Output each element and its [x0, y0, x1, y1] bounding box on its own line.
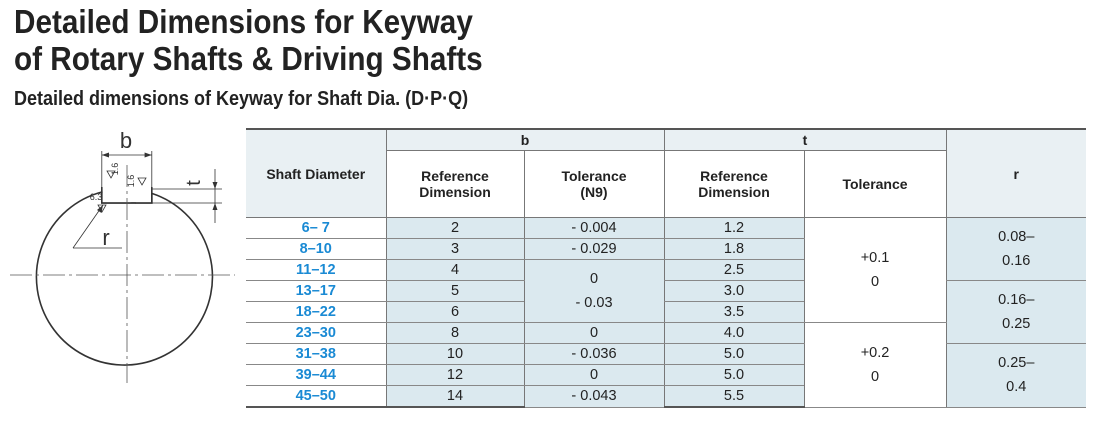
b-tolerance-cell: 0 - 0.036 [523, 322, 664, 365]
b-reference-cell: 10 [385, 343, 524, 365]
r-cell: 0.16– 0.25 [945, 280, 1087, 344]
table-row: 45–50 14 5.5 [246, 385, 1086, 408]
t-reference-cell: 5.0 [663, 364, 804, 386]
t-reference-cell: 2.5 [663, 259, 804, 281]
b-reference-cell: 2 [385, 217, 524, 239]
r-value-to: 0.25 [1002, 316, 1031, 332]
shaft-diameter-cell: 39–44 [246, 364, 386, 386]
r-value-from: 0.08– [998, 229, 1035, 245]
r-value-to: 0.16 [1002, 253, 1031, 269]
b-reference-cell: 14 [385, 385, 524, 408]
t-tolerance-upper: +0.2 [860, 344, 890, 361]
b-tolerance-lower: - 0.036 [571, 346, 617, 362]
table-row: 6– 7 2 - 0.004 - 0.029 1.2 +0.1 0 0.08– 0.1… [246, 217, 1087, 323]
b-reference-cell: 5 [385, 280, 524, 302]
b-tolerance-upper: 0 [524, 365, 664, 387]
t-reference-cell: 1.8 [663, 238, 804, 260]
shaft-diameter-cell: 18–22 [246, 301, 386, 323]
b-tolerance-upper: 0 [589, 271, 599, 287]
col-header-b-tolerance: Tolerance (N9) [523, 150, 664, 218]
group-header-b: b [385, 128, 664, 151]
b-tolerance-label: Tolerance (N9) [561, 168, 627, 200]
t-arrow-bottom [212, 203, 218, 210]
title-line-1: Detailed Dimensions for Keyway [14, 3, 473, 40]
b-tolerance-lower: - 0.043 [571, 388, 617, 405]
b-reference-cell: 8 [385, 322, 524, 344]
t-reference-cell: 5.5 [663, 385, 804, 408]
table-row: 31–38 10 5.0 0.25– 0.4 [246, 343, 1087, 408]
b-tolerance-upper: 0 [524, 323, 664, 344]
b-label: b [120, 128, 132, 153]
keyway-diagram: b t 1.6 1.6 6.3 r [10, 128, 235, 383]
b-tolerance-lower: - 0.029 [571, 241, 617, 257]
t-tolerance-cell: +0.1 0 [803, 217, 947, 323]
b-tolerance-cell: - 0.004 - 0.029 [523, 217, 664, 260]
b-reference-cell: 12 [385, 364, 524, 386]
r-value-to: 0.4 [1006, 379, 1027, 396]
b-reference-cell: 4 [385, 259, 524, 281]
t-reference-label: Reference Dimension [698, 168, 770, 200]
shaft-diameter-cell: 11–12 [246, 259, 386, 281]
group-header-t: t [663, 128, 947, 151]
roughness-value-3: 6.3 [90, 192, 103, 202]
title-line-2: of Rotary Shafts & Driving Shafts [14, 40, 483, 77]
t-tolerance-upper: +0.1 [860, 250, 890, 266]
shaft-diameter-cell: 8–10 [246, 238, 386, 260]
t-reference-cell: 3.0 [663, 280, 804, 302]
keyway-dimensions-table: Shaft Diameter b t r Reference Dimension… [246, 128, 1087, 408]
roughness-symbol-2 [137, 177, 147, 186]
r-value-from: 0.16– [998, 292, 1035, 308]
table-row: 39–44 12 0- 0.043 5.0 [246, 364, 1086, 408]
r-label: r [102, 225, 109, 250]
t-reference-cell: 5.0 [663, 343, 804, 365]
b-reference-label: Reference Dimension [419, 168, 491, 200]
table-row: 8–10 3 1.8 [246, 238, 1086, 260]
b-reference-cell: 3 [385, 238, 524, 260]
table-row: 23–30 8 0 - 0.036 4.0 +0.2 0 [246, 322, 1086, 408]
b-tolerance-cell: 0- 0.043 [523, 364, 664, 408]
roughness-value-1: 1.6 [110, 163, 120, 176]
t-reference-cell: 3.5 [663, 301, 804, 323]
col-header-t-tolerance: Tolerance [803, 150, 947, 218]
b-tolerance-upper: - 0.004 [524, 218, 664, 239]
roughness-value-2: 1.6 [126, 175, 136, 188]
b-reference-cell: 6 [385, 301, 524, 323]
col-header-r: r [945, 128, 1087, 218]
r-cell: 0.08– 0.16 [945, 217, 1087, 281]
roughness-symbol-1 [106, 170, 116, 179]
t-tolerance-cell: +0.2 0 [803, 322, 947, 408]
page-title: Detailed Dimensions for Keyway of Rotary… [14, 3, 483, 77]
shaft-diameter-cell: 13–17 [246, 280, 386, 302]
r-value-from: 0.25– [998, 355, 1035, 372]
shaft-outline [35, 191, 214, 366]
t-reference-cell: 1.2 [663, 217, 804, 239]
table-row: 11–12 4 0 - 0.03 2.5 [246, 259, 1086, 323]
table-row: 13–17 5 3.0 0.16– 0.25 [246, 280, 1087, 344]
b-arrow-left [101, 152, 109, 158]
b-arrow-right [144, 152, 152, 158]
t-arrow-top [212, 182, 218, 189]
r-leader-line [72, 204, 104, 249]
t-reference-cell: 4.0 [663, 322, 804, 344]
shaft-diameter-cell: 45–50 [246, 385, 386, 408]
t-label: t [183, 180, 205, 186]
page-subtitle: Detailed dimensions of Keyway for Shaft … [14, 88, 469, 110]
r-cell: 0.25– 0.4 [945, 343, 1087, 408]
t-tolerance-lower: 0 [870, 368, 880, 385]
keyway-slot-fill [102, 187, 151, 203]
b-tolerance-lower: - 0.03 [575, 295, 613, 311]
b-tolerance-cell: 0 - 0.03 [523, 259, 664, 323]
col-header-t-reference: Reference Dimension [663, 150, 804, 218]
table-row: 18–22 6 3.5 [246, 301, 1086, 323]
shaft-diameter-cell: 6– 7 [246, 217, 386, 239]
col-header-b-reference: Reference Dimension [385, 150, 524, 218]
shaft-diameter-cell: 31–38 [246, 343, 386, 365]
r-arrow [97, 205, 103, 213]
col-header-shaft-diameter: Shaft Diameter [246, 128, 386, 218]
shaft-diameter-cell: 23–30 [246, 322, 386, 344]
t-tolerance-lower: 0 [870, 274, 880, 290]
